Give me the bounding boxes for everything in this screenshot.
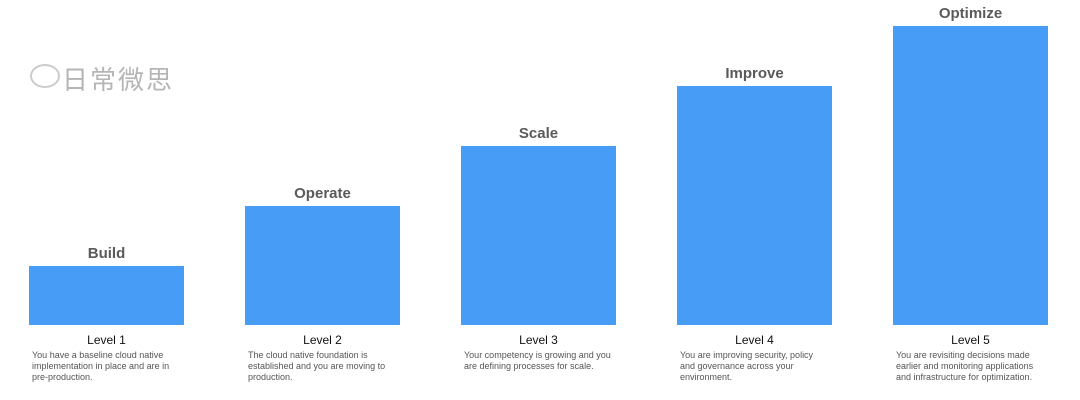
level-column: Optimize Level 5 You are revisiting deci… (893, 0, 1048, 400)
level-column: Improve Level 4 You are improving securi… (677, 0, 832, 400)
level-column: Operate Level 2 The cloud native foundat… (245, 0, 400, 400)
level-title: Improve (725, 65, 784, 82)
level-bar (245, 206, 400, 325)
level-bar (29, 266, 184, 325)
level-bar (893, 26, 1048, 325)
level-label: Level 2 (303, 333, 342, 347)
level-column: Build Level 1 You have a baseline cloud … (29, 0, 184, 400)
level-bar (461, 146, 616, 325)
level-label: Level 5 (951, 333, 990, 347)
level-label: Level 3 (519, 333, 558, 347)
level-label: Level 1 (87, 333, 126, 347)
level-label: Level 4 (735, 333, 774, 347)
level-description: Your competency is growing and you are d… (464, 350, 611, 371)
level-bar (677, 86, 832, 325)
level-description: You have a baseline cloud native impleme… (32, 350, 170, 382)
level-description: The cloud native foundation is establish… (248, 350, 386, 382)
level-title: Optimize (938, 5, 1003, 22)
level-description: You are improving security, policy and g… (680, 350, 814, 382)
level-title: Operate (294, 185, 351, 202)
watermark: 日常微思 (62, 65, 175, 95)
wechat-icon (30, 64, 60, 88)
level-column: Scale Level 3 Your competency is growing… (461, 0, 616, 400)
level-title: Build (87, 245, 126, 262)
level-title: Scale (518, 125, 559, 142)
level-description: You are revisiting decisions made earlie… (896, 350, 1034, 382)
